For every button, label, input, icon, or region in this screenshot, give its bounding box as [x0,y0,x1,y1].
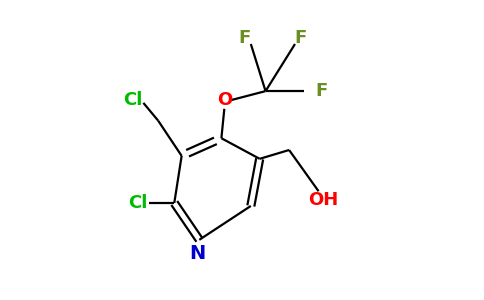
Text: N: N [190,244,206,262]
Text: F: F [239,29,251,47]
Text: F: F [295,29,307,47]
Text: F: F [316,82,328,100]
Text: O: O [217,91,232,109]
Text: Cl: Cl [128,194,147,212]
Text: Cl: Cl [123,91,143,109]
Text: OH: OH [308,191,338,209]
